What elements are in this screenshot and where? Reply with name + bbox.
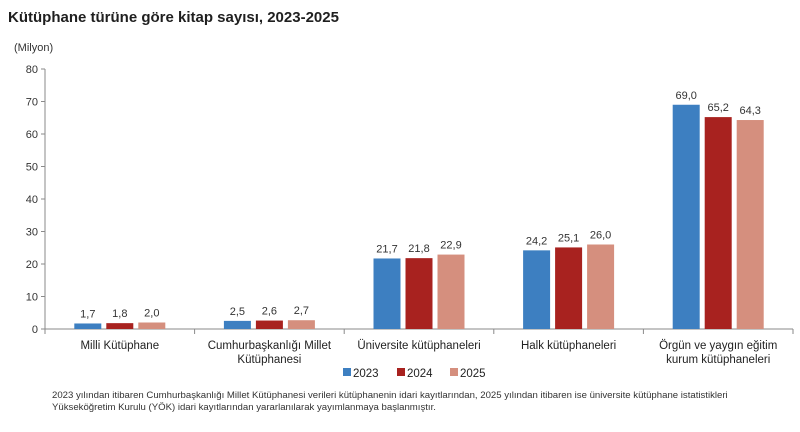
bar-2024 <box>405 258 433 329</box>
data-label: 26,0 <box>590 230 611 242</box>
bar-2025 <box>138 322 166 329</box>
y-tick-label: 50 <box>26 162 38 174</box>
y-axis-unit-label: (Milyon) <box>14 42 53 54</box>
bar-2025 <box>736 120 764 330</box>
bar-2025 <box>437 254 465 329</box>
y-tick-label: 60 <box>26 129 38 141</box>
bar-2025 <box>287 320 315 329</box>
legend: 2023 2024 2025 <box>343 368 486 380</box>
category-label: kurum kütüphaneleri <box>666 354 770 366</box>
data-label: 22,9 <box>440 240 461 252</box>
data-label: 1,7 <box>80 308 95 320</box>
bar-chart: (Milyon) 0 10 20 30 40 50 60 70 80 1,7 1,8 2,0 2,5 2… <box>14 42 794 380</box>
bar-2023 <box>223 320 251 329</box>
category-labels: Milli Kütüphane Cumhurbaşkanlığı Millet Kü… <box>80 340 777 366</box>
bar-2024 <box>704 117 732 329</box>
legend-swatch-2025 <box>450 368 458 376</box>
data-labels: 1,7 1,8 2,0 2,5 2,6 2,7 21,7 21,8 22,9 24,2 25,1 26… <box>80 90 761 321</box>
data-label: 2,6 <box>262 306 277 318</box>
bar-2023 <box>373 258 401 329</box>
y-tick-label: 70 <box>26 97 38 109</box>
category-label: Örgün ve yaygın eğitim <box>659 340 777 352</box>
y-tick-label: 80 <box>26 64 38 76</box>
data-label: 2,0 <box>144 308 159 320</box>
data-label: 21,7 <box>376 243 397 255</box>
y-tick-label: 20 <box>26 259 38 271</box>
chart-title: Kütüphane türüne göre kitap sayısı, 2023… <box>8 9 339 26</box>
y-tick-label: 10 <box>26 292 38 304</box>
y-tick-label: 30 <box>26 227 38 239</box>
legend-label: 2023 <box>353 368 379 380</box>
data-label: 64,3 <box>739 105 760 117</box>
bar-2023 <box>672 104 700 329</box>
data-label: 2,5 <box>230 306 245 318</box>
footnote: 2023 yılından itibaren Cumhurbaşkanlığı … <box>52 390 728 413</box>
data-label: 24,2 <box>526 235 547 247</box>
legend-swatch-2023 <box>343 368 351 376</box>
data-label: 69,0 <box>675 90 696 102</box>
category-label: Cumhurbaşkanlığı Millet <box>208 340 332 352</box>
legend-label: 2024 <box>407 368 433 380</box>
bar-2023 <box>74 323 102 329</box>
y-tick-label: 40 <box>26 194 38 206</box>
bar-2025 <box>587 244 615 329</box>
category-label: Kütüphanesi <box>237 354 301 366</box>
data-label: 25,1 <box>558 232 579 244</box>
data-label: 1,8 <box>112 308 127 320</box>
legend-label: 2025 <box>460 368 486 380</box>
category-label: Milli Kütüphane <box>80 340 159 352</box>
data-label: 65,2 <box>707 102 728 114</box>
legend-swatch-2024 <box>397 368 405 376</box>
bar-2024 <box>255 320 283 329</box>
bar-2024 <box>555 247 583 329</box>
category-label: Halk kütüphaneleri <box>521 340 616 352</box>
data-label: 2,7 <box>294 305 309 317</box>
bar-2023 <box>523 250 551 329</box>
category-label: Üniversite kütüphaneleri <box>357 340 480 352</box>
bars <box>74 104 764 330</box>
data-label: 21,8 <box>408 243 429 255</box>
bar-2024 <box>106 323 134 329</box>
y-tick-label: 0 <box>32 324 38 336</box>
